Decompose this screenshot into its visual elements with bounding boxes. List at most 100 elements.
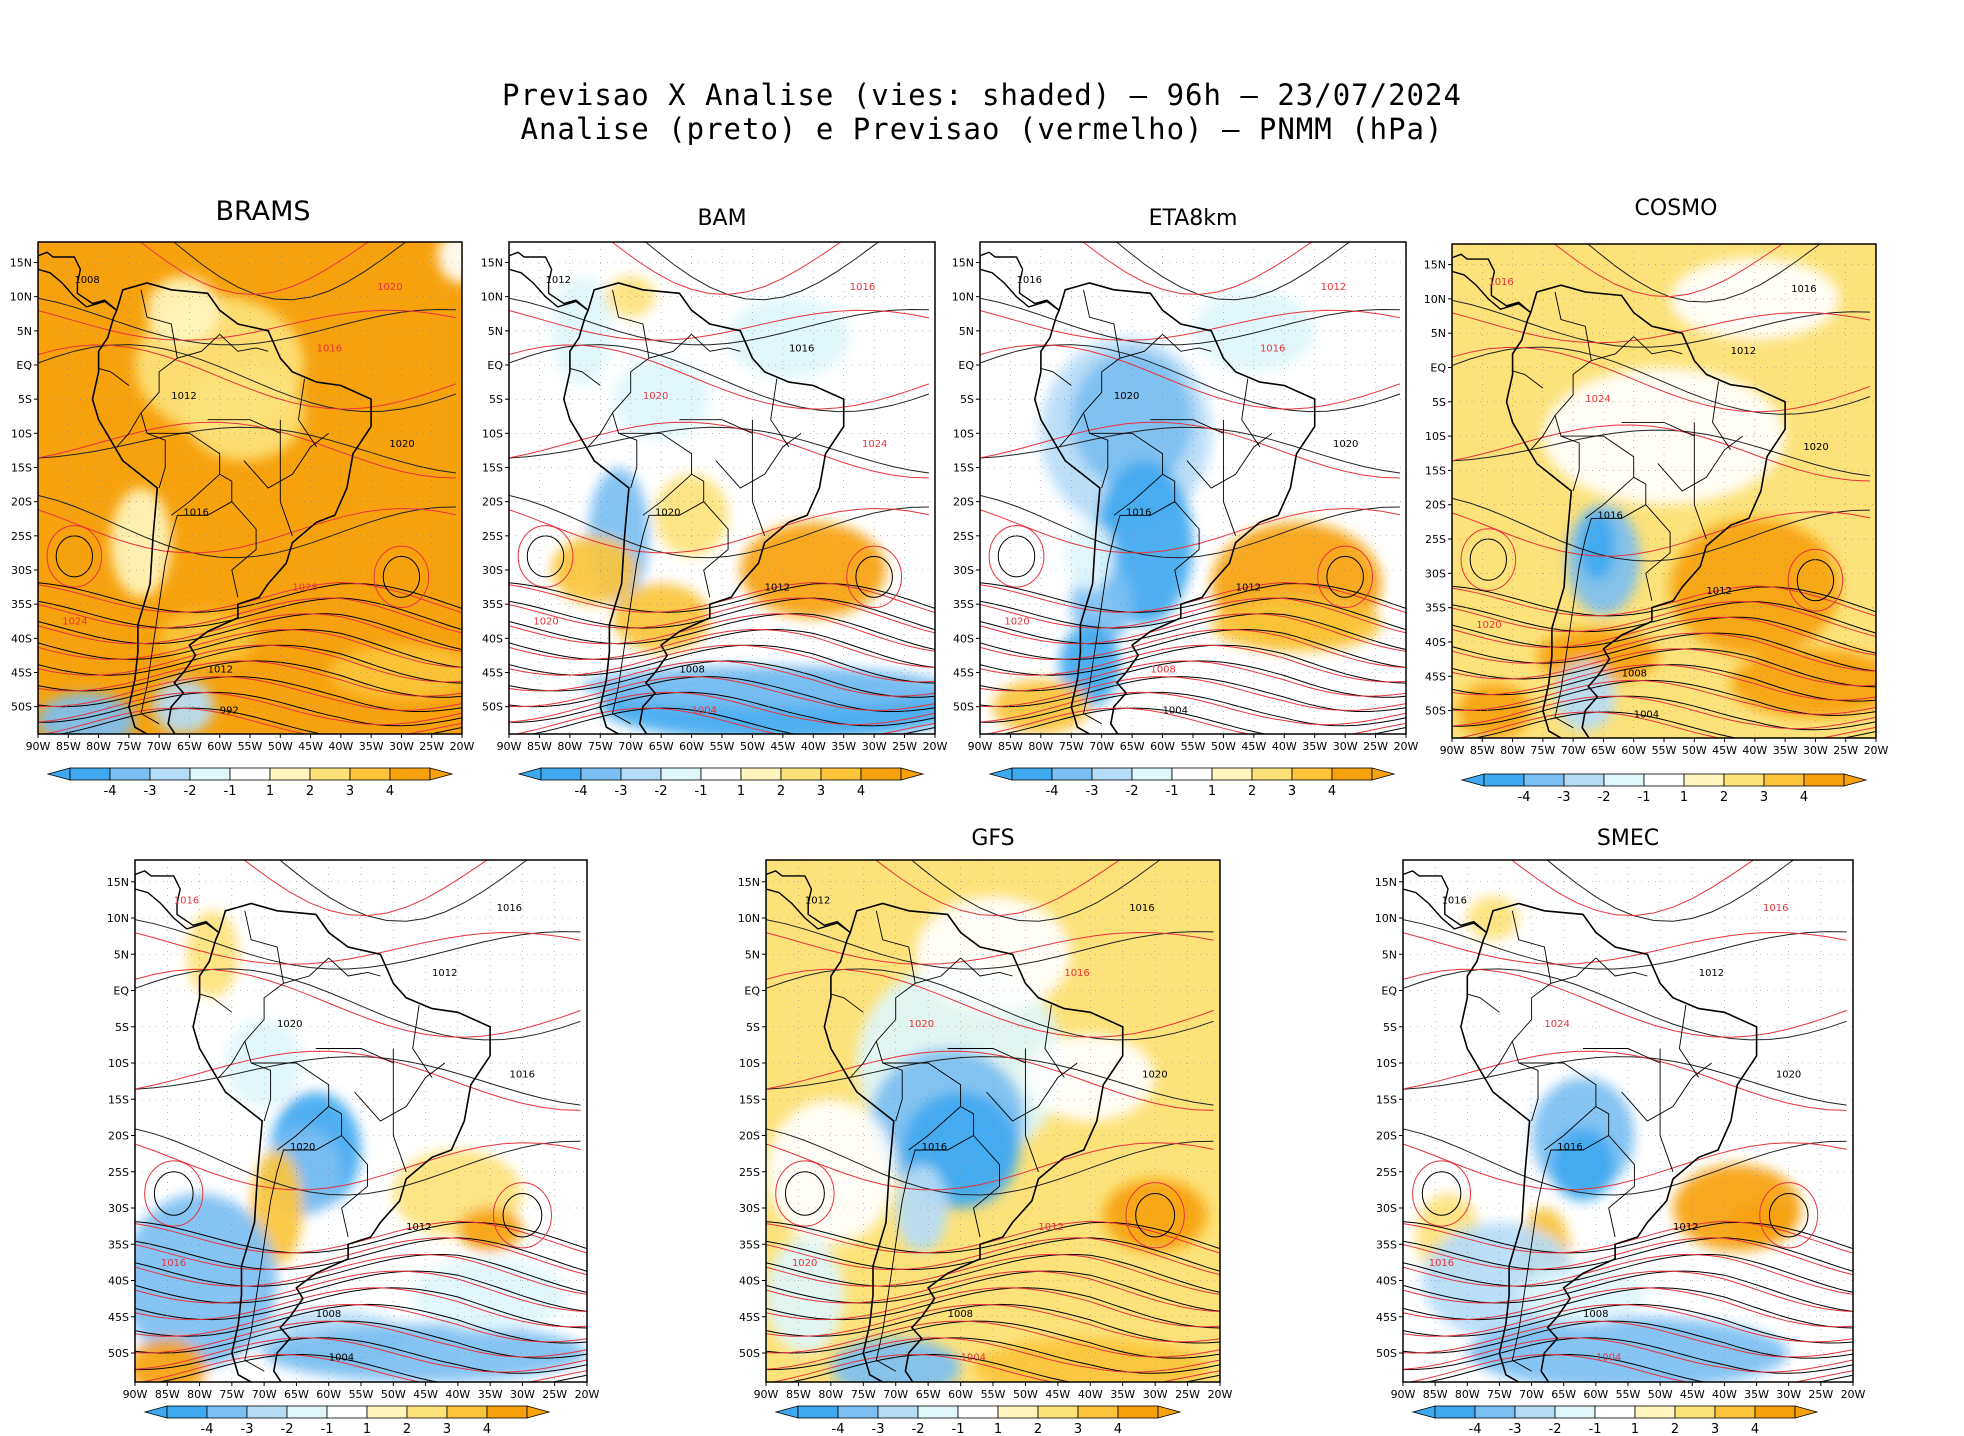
colorbar-swatch — [1723, 773, 1765, 787]
country-border — [251, 1062, 368, 1238]
colorbar: -4 -3 -2 -1 1 2 3 4 — [517, 767, 925, 799]
forecast-isobar — [243, 860, 489, 917]
lat-tick-label: 50S — [739, 1347, 760, 1360]
country-border — [328, 957, 381, 977]
analysis-isobar — [173, 242, 407, 301]
analysis-isobar — [1587, 244, 1821, 303]
bias-area — [895, 1164, 948, 1252]
bias-area — [915, 896, 1071, 1013]
isobar-label: 1012 — [1706, 586, 1731, 597]
forecast-isobar — [135, 1270, 587, 1313]
isobar-label: 1012 — [406, 1222, 431, 1233]
forecast-isobar — [135, 1320, 587, 1358]
lat-tick-label: 10S — [1376, 1057, 1397, 1070]
lon-tick-label: 40W — [445, 1388, 470, 1401]
lat-tick-label: 5S — [489, 393, 503, 406]
lon-tick-label: 40W — [1742, 744, 1767, 757]
lon-tick-label: 45W — [1680, 1388, 1705, 1401]
lat-tick-label: 35S — [482, 598, 503, 611]
colorbar-swatch — [1514, 1405, 1556, 1419]
lat-tick-label: 10S — [482, 427, 503, 440]
map-panel: 1012 1016 1016 1020 1020 1016 1012 1008 1004 1020… — [738, 859, 1233, 1401]
country-border — [218, 1041, 246, 1078]
forecast-isobar — [135, 1220, 587, 1254]
colorbar-label: 4 — [1114, 1422, 1122, 1436]
forecast-isobar — [766, 1142, 1214, 1191]
isobar-label: 1020 — [1476, 620, 1501, 631]
lat-tick-label: 20S — [739, 1130, 760, 1143]
lon-tick-label: 75W — [1487, 1388, 1512, 1401]
analysis-isobar — [38, 297, 456, 346]
country-border — [1083, 289, 1121, 359]
lat-tick-label: EQ — [16, 359, 32, 372]
bias-area — [437, 242, 462, 283]
lat-tick-label: 20S — [1376, 1130, 1397, 1143]
isobar-label: 1016 — [1488, 277, 1513, 288]
lon-tick-label: 30W — [1803, 744, 1828, 757]
analysis-isobar — [509, 628, 935, 668]
isobar-label: 1016 — [510, 1070, 535, 1081]
analysis-isobar — [135, 1337, 587, 1374]
forecast-isobar — [509, 597, 935, 634]
analysis-isobar — [509, 613, 935, 650]
lat-tick-label: 15N — [1424, 259, 1446, 272]
country-border — [147, 432, 257, 598]
lat-tick-label: 40S — [11, 632, 32, 645]
forecast-isobar — [509, 581, 935, 614]
panel-title-brams: BRAMS — [215, 196, 311, 227]
colorbar-swatch — [997, 1405, 1039, 1419]
analysis-isobar — [1115, 242, 1351, 301]
analysis-isobar — [509, 582, 935, 613]
forecast-isobar — [611, 242, 842, 295]
lon-tick-label: 25W — [892, 740, 917, 753]
analysis-isobar — [980, 597, 1406, 631]
country-border — [947, 1048, 1026, 1064]
south-america-coastline — [192, 902, 491, 1382]
colorbar-label: -3 — [1086, 784, 1099, 799]
lon-tick-label: 75W — [851, 1388, 876, 1401]
colorbar-swatch — [1077, 1405, 1119, 1419]
colorbar-swatch — [1251, 767, 1293, 781]
analysis-isobar — [1403, 1237, 1853, 1272]
central-america-coastline — [38, 251, 118, 311]
forecast-isobar — [509, 613, 935, 652]
colorbar-swatch — [189, 767, 231, 781]
analysis-isobar — [980, 426, 1400, 474]
colorbar: -4 -3 -2 -1 1 2 3 4 — [143, 1405, 551, 1436]
colorbar-label: -1 — [1638, 790, 1651, 805]
forecast-isobar — [135, 1337, 587, 1373]
bias-area — [153, 679, 214, 734]
analysis-isobar — [1469, 538, 1508, 581]
lon-tick-label: 85W — [1470, 744, 1495, 757]
isobar-label: 1020 — [1803, 442, 1828, 453]
forecast-isobar — [1407, 1353, 1853, 1382]
lat-tick-label: 5S — [746, 1021, 760, 1034]
forecast-isobar — [1452, 600, 1876, 637]
lon-tick-label: 60W — [679, 740, 704, 753]
isobar-label: 1016 — [1791, 284, 1816, 295]
forecast-isobar — [980, 691, 1406, 726]
lon-tick-label: 65W — [1551, 1388, 1576, 1401]
analysis-isobar — [135, 1320, 587, 1359]
colorbar-label: 4 — [483, 1422, 491, 1436]
forecast-isobar — [139, 1353, 587, 1382]
lon-tick-label: 40W — [328, 740, 353, 753]
lat-tick-label: EQ — [1381, 985, 1397, 998]
lon-tick-label: 30W — [862, 740, 887, 753]
analysis-isobar — [1326, 555, 1364, 598]
colorbar-swatch — [1603, 773, 1645, 787]
country-border — [1544, 1106, 1597, 1151]
lon-tick-label: 45W — [1045, 1388, 1070, 1401]
lat-tick-label: 20S — [11, 496, 32, 509]
lat-tick-label: 5N — [959, 325, 974, 338]
isobar-label: 1020 — [655, 507, 680, 518]
country-border — [244, 910, 284, 984]
analysis-isobar — [1452, 299, 1870, 348]
isobar-label: 1004 — [692, 706, 717, 717]
lat-tick-label: 45S — [739, 1311, 760, 1324]
analysis-isobar — [1403, 1270, 1853, 1312]
isobar-label: 1012 — [432, 968, 457, 979]
lat-tick-label: 5N — [488, 325, 503, 338]
map-panel: 1016 1016 1012 1024 1020 1016 1012 1008 1004 1016… — [1375, 859, 1866, 1401]
analysis-isobar — [509, 597, 935, 631]
